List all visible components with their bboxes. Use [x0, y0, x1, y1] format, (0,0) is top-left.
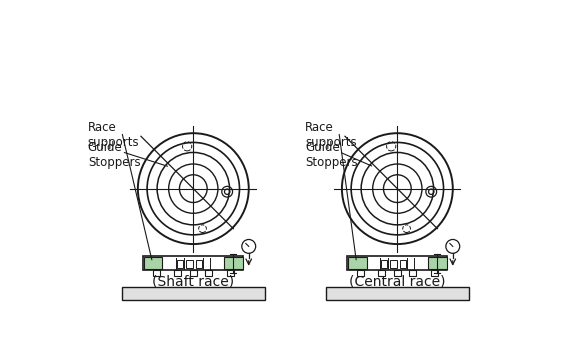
Bar	[379, 270, 386, 276]
Bar	[153, 270, 160, 276]
Bar	[357, 270, 364, 276]
Bar	[144, 257, 162, 270]
Bar	[143, 256, 244, 270]
Bar	[326, 287, 469, 300]
Bar	[428, 257, 447, 270]
Bar	[400, 260, 406, 268]
Bar	[409, 270, 416, 276]
Text: Guide
Stoppers: Guide Stoppers	[88, 141, 140, 169]
Text: Guide
Stoppers: Guide Stoppers	[305, 141, 358, 169]
Bar	[227, 270, 234, 276]
Bar	[390, 260, 397, 268]
Bar	[195, 260, 202, 268]
Text: (Shaft race): (Shaft race)	[152, 275, 234, 289]
Bar	[205, 270, 212, 276]
Bar	[431, 270, 438, 276]
Bar	[175, 270, 182, 276]
Bar	[348, 257, 367, 270]
Bar	[177, 260, 183, 268]
Bar	[122, 287, 264, 300]
Bar	[347, 256, 447, 270]
Bar	[224, 257, 242, 270]
Text: (Central race): (Central race)	[349, 275, 445, 289]
Bar	[381, 260, 387, 268]
Bar	[190, 270, 197, 276]
Text: Race
supports: Race supports	[305, 121, 357, 149]
Text: Race
supports: Race supports	[88, 121, 139, 149]
Bar	[394, 270, 401, 276]
Bar	[186, 260, 193, 268]
